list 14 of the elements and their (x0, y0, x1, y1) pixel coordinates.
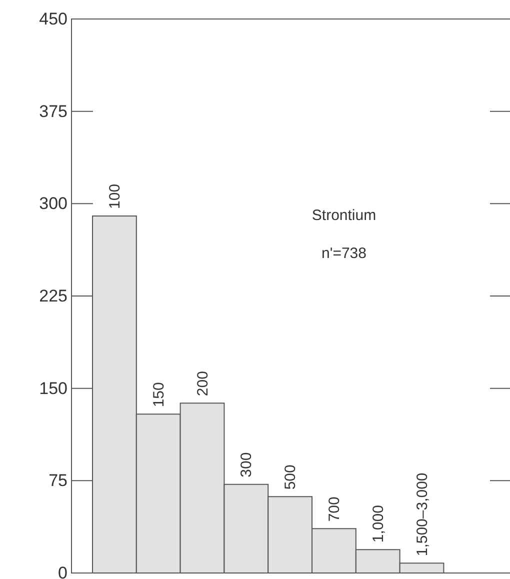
y-tick-label: 75 (48, 471, 68, 490)
x-tick-label: 700 (326, 496, 343, 522)
annotation: Strontium (312, 207, 376, 224)
y-tick-label: 375 (39, 102, 68, 121)
x-tick-label: 1,000 (370, 505, 387, 543)
y-tick-label: 225 (39, 286, 68, 306)
x-tick-label: 200 (194, 371, 212, 396)
y-tick-label: 300 (39, 194, 68, 214)
y-tick-label: 450 (39, 10, 68, 28)
annotation: n'=738 (322, 245, 366, 262)
x-tick-label: 100 (106, 184, 124, 209)
y-tick-label: 0 (58, 564, 68, 579)
x-tick-label: 500 (282, 464, 300, 490)
x-tick-label: 1,500–3,000 (414, 472, 431, 556)
